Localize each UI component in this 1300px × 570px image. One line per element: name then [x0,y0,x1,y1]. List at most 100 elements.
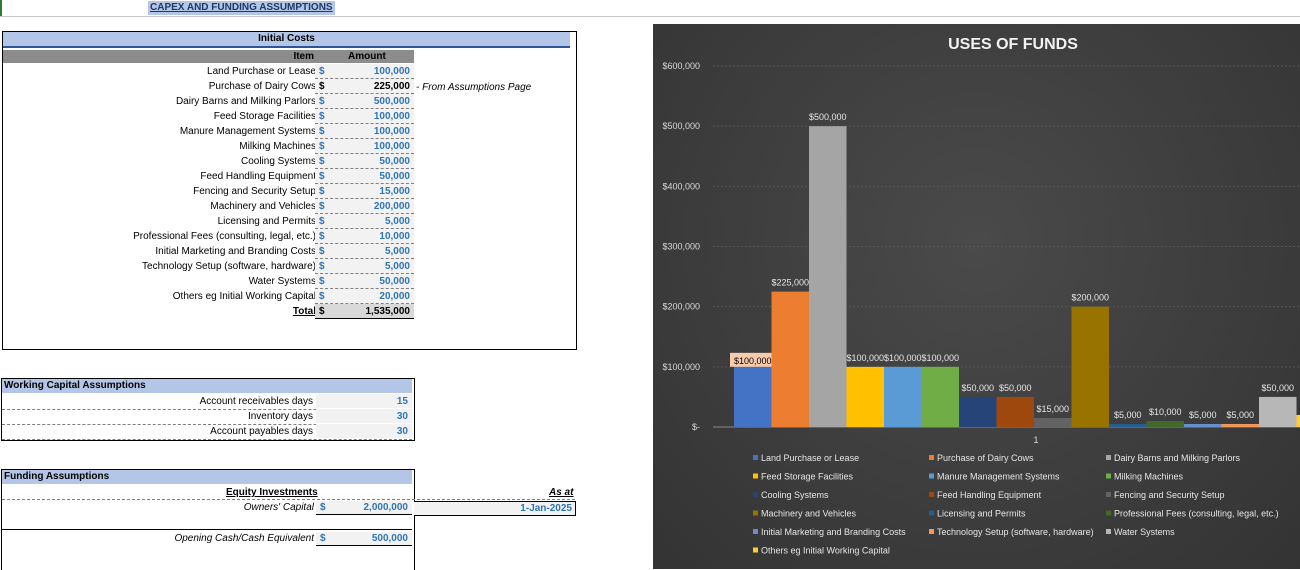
cost-amount-value: 100,000 [374,139,410,154]
data-label: $100,000 [846,353,884,363]
cost-item-label[interactable]: Machinery and Vehicles [210,199,316,214]
working-capital-label[interactable]: Account receivables days [200,394,313,409]
cost-item-label[interactable]: Professional Fees (consulting, legal, et… [133,229,316,244]
owners-capital-currency: $ [320,501,326,514]
cost-currency: $ [319,169,325,184]
cost-item-label[interactable]: Technology Setup (software, hardware) [142,259,316,274]
uses-of-funds-chart[interactable]: USES OF FUNDS $- $100,000 $200,000 $300,000 $… [653,24,1300,569]
working-capital-heading[interactable]: Working Capital Assumptions [2,379,412,393]
cost-currency: $ [319,79,325,94]
bar [772,292,810,427]
as-at-date-cell[interactable]: 1-Jan-2025 [414,501,576,516]
legend-item: Professional Fees (consulting, legal, et… [1114,509,1279,519]
opening-cash-row: Opening Cash/Cash Equivalent [2,531,314,546]
cost-row: Licensing and Permits$5,000 [3,214,414,229]
cell-selection-marker [0,0,2,16]
data-label: $50,000 [999,383,1032,393]
cost-currency: $ [319,139,325,154]
cost-item-label[interactable]: Initial Marketing and Branding Costs [155,244,316,259]
legend-swatch [1106,455,1111,460]
legend-item: Purchase of Dairy Cows [937,453,1034,463]
total-label[interactable]: Total [293,304,316,319]
legend-swatch [753,455,758,460]
working-capital-row: Inventory days 30 [2,409,412,425]
funding-heading[interactable]: Funding Assumptions [2,470,412,484]
chart-title: USES OF FUNDS [948,36,1078,53]
data-label: $100,000 [921,353,959,363]
cost-currency: $ [319,124,325,139]
data-label: $15,000 [1036,404,1069,414]
as-at-label[interactable]: As at [549,486,573,499]
cost-item-label[interactable]: Feed Handling Equipment [200,169,316,184]
sheet-title[interactable]: CAPEX AND FUNDING ASSUMPTIONS [148,1,335,15]
data-label: $50,000 [961,383,994,393]
cost-amount-value: 100,000 [374,124,410,139]
cost-amount-value: 50,000 [379,169,410,184]
cost-amount-value: 5,000 [385,214,410,229]
legend-item: Initial Marketing and Branding Costs [761,527,906,537]
total-row: Total$1,535,000 [3,304,414,319]
initial-costs-heading[interactable]: Initial Costs [3,32,570,48]
owners-capital-row: Owners' Capital [2,500,314,515]
cost-currency: $ [319,94,325,109]
legend-item: Feed Storage Facilities [761,472,854,482]
data-label: $5,000 [1226,410,1254,420]
cost-item-label[interactable]: Water Systems [249,274,316,289]
opening-cash-cell[interactable]: $ 500,000 [316,532,412,546]
bar [959,397,997,427]
cost-currency: $ [319,229,325,244]
cost-row: Machinery and Vehicles$200,000 [3,199,414,214]
cost-item-label[interactable]: Cooling Systems [241,154,316,169]
data-label: $225,000 [771,278,809,288]
bar [847,367,885,427]
item-column-header[interactable]: Item [293,50,314,63]
cost-item-label[interactable]: Others eg Initial Working Capital [173,289,316,304]
working-capital-label[interactable]: Inventory days [248,409,313,424]
legend-item: Licensing and Permits [937,509,1026,519]
cost-item-label[interactable]: Dairy Barns and Milking Parlors [176,94,316,109]
cost-row: Others eg Initial Working Capital$20,000 [3,289,414,304]
owners-capital-label[interactable]: Owners' Capital [244,500,314,515]
bar [1297,415,1300,427]
total-currency: $ [319,304,325,319]
y-tick-label: $200,000 [662,302,700,312]
x-category-label: 1 [1033,435,1038,445]
y-tick-label: $600,000 [662,61,700,71]
cost-item-label[interactable]: Milking Machines [239,139,316,154]
owners-capital-cell[interactable]: $ 2,000,000 [316,501,412,515]
cost-item-label[interactable]: Land Purchase or Lease [207,64,316,79]
legend-item: Fencing and Security Setup [1114,490,1225,500]
legend-swatch [1106,511,1111,516]
cost-row: Technology Setup (software, hardware)$5,… [3,259,414,274]
bar [809,126,847,427]
cost-amount-value: 20,000 [379,289,410,304]
cost-item-label[interactable]: Feed Storage Facilities [214,109,316,124]
cost-item-label[interactable]: Fencing and Security Setup [193,184,316,199]
assumptions-note[interactable]: - From Assumptions Page [416,80,531,95]
legend-swatch [753,548,758,553]
working-capital-value: 30 [397,409,408,424]
cost-currency: $ [319,244,325,259]
opening-cash-divider [2,529,412,530]
opening-cash-label[interactable]: Opening Cash/Cash Equivalent [174,531,314,546]
cost-row: Cooling Systems$50,000 [3,154,414,169]
legend-swatch [753,529,758,534]
cost-item-label[interactable]: Manure Management Systems [180,124,316,139]
cost-amount-value: 50,000 [379,274,410,289]
y-tick-label: $500,000 [662,121,700,131]
funding-table [1,469,415,570]
opening-cash-value: 500,000 [372,532,408,545]
y-tick-label: $- [692,422,700,432]
cost-item-label[interactable]: Purchase of Dairy Cows [209,79,316,94]
cost-item-label[interactable]: Licensing and Permits [218,214,316,229]
cost-currency: $ [319,64,325,79]
bar [884,367,922,427]
y-tick-label: $300,000 [662,242,700,252]
cost-row: Feed Handling Equipment$50,000 [3,169,414,184]
amount-column-header[interactable]: Amount [348,50,386,63]
legend-item: Others eg Initial Working Capital [761,546,890,556]
working-capital-label[interactable]: Account payables days [210,424,313,439]
cost-currency: $ [319,214,325,229]
cost-row: Fencing and Security Setup$15,000 [3,184,414,199]
equity-investments-label[interactable]: Equity Investments [226,486,318,499]
